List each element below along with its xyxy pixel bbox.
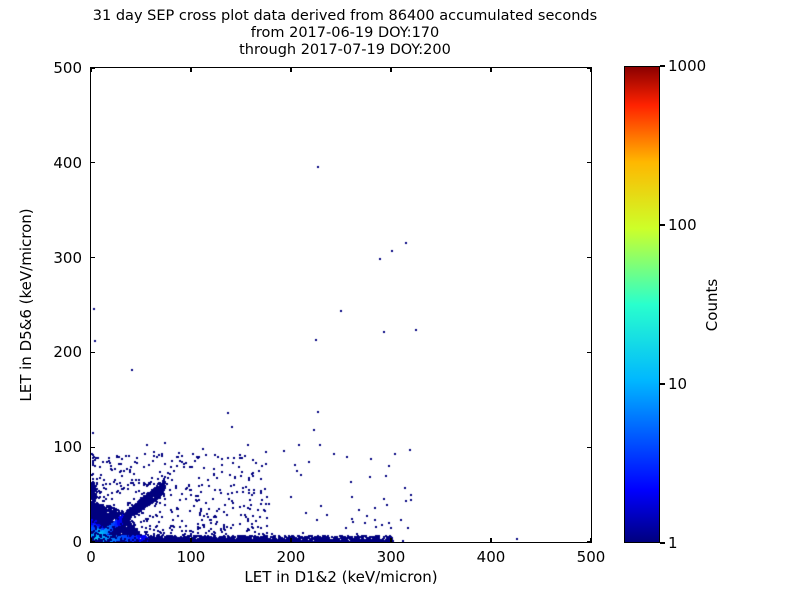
- y-tick-mark-right: [587, 541, 592, 543]
- x-tick-label: 0: [86, 548, 96, 566]
- colorbar: [624, 66, 660, 543]
- x-tick-label: 100: [176, 548, 206, 566]
- colorbar-tick-label: 1000: [668, 57, 707, 75]
- y-tick-label: 500: [53, 59, 82, 77]
- x-tick-mark-top: [90, 67, 92, 72]
- x-tick-mark: [190, 538, 192, 543]
- y-tick-label: 0: [72, 533, 82, 551]
- y-tick-label: 100: [53, 438, 82, 457]
- x-tick-mark: [390, 538, 392, 543]
- colorbar-tick-mark: [660, 383, 665, 385]
- y-tick-mark-right: [587, 446, 592, 448]
- x-tick-mark-top: [190, 67, 192, 72]
- plot-title-line-1: 31 day SEP cross plot data derived from …: [92, 8, 598, 24]
- y-axis-label: LET in D5&6 (keV/micron): [17, 208, 35, 402]
- y-tick-mark-right: [587, 162, 592, 164]
- colorbar-tick-label: 10: [668, 375, 688, 393]
- plot-title-line-2: from 2017-06-19 DOY:170: [250, 25, 440, 41]
- colorbar-tick-mark: [660, 65, 665, 67]
- x-tick-mark-top: [290, 67, 292, 72]
- colorbar-tick-mark: [660, 224, 665, 226]
- colorbar-tick-label: 100: [668, 216, 697, 234]
- x-tick-mark-top: [390, 67, 392, 72]
- y-tick-mark-right: [587, 256, 592, 259]
- x-tick-mark-top: [490, 67, 492, 72]
- x-tick-mark: [290, 538, 292, 543]
- x-tick-label: 500: [576, 548, 606, 566]
- x-tick-label: 400: [476, 548, 506, 566]
- x-tick-mark: [90, 538, 92, 543]
- y-tick-mark-right: [587, 67, 592, 69]
- scatter-data-layer: [91, 68, 591, 542]
- plot-title-line-3: through 2017-07-19 DOY:200: [239, 42, 451, 58]
- y-tick-label: 300: [53, 248, 82, 267]
- scatter-plot-axes: [90, 67, 592, 543]
- y-tick-mark: [90, 67, 95, 69]
- y-tick-mark: [90, 541, 95, 543]
- y-tick-mark: [90, 162, 95, 164]
- x-tick-mark: [490, 538, 492, 543]
- y-tick-label: 200: [53, 343, 82, 362]
- x-tick-mark: [590, 538, 592, 543]
- y-tick-mark-right: [587, 351, 592, 354]
- y-tick-mark: [90, 446, 95, 448]
- colorbar-gradient: [625, 67, 659, 542]
- x-tick-mark-top: [590, 67, 592, 72]
- colorbar-title: Counts: [703, 278, 721, 331]
- x-axis-label: LET in D1&2 (keV/micron): [244, 568, 438, 586]
- x-tick-label: 300: [376, 548, 406, 566]
- colorbar-tick-label: 1: [668, 534, 678, 552]
- y-tick-mark: [90, 351, 95, 354]
- y-tick-label: 400: [53, 153, 82, 172]
- y-tick-mark: [90, 256, 95, 259]
- plot-title: 31 day SEP cross plot data derived from …: [0, 8, 690, 59]
- x-tick-label: 200: [276, 548, 306, 566]
- colorbar-tick-mark: [660, 542, 665, 544]
